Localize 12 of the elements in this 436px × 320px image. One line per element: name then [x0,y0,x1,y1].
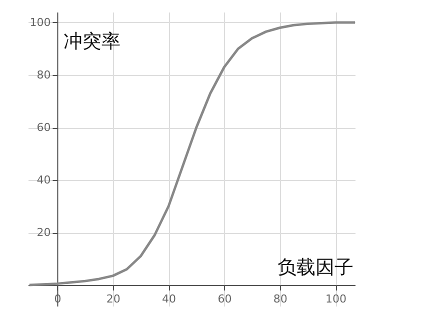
y-tick-label: 40 [36,174,51,186]
x-tick-label: 20 [106,292,120,306]
x-tick-label: 100 [326,292,347,306]
x-tick-label: 40 [162,292,176,306]
y-tick-label: 100 [30,16,51,29]
y-tick-label: 80 [36,68,51,82]
x-tick-label: 60 [218,292,232,306]
y-axis-title: 冲突率 [64,30,121,52]
y-tick-label: 20 [36,226,51,239]
x-axis-title: 负载因子 [278,256,354,278]
x-tick-label: 80 [273,292,288,306]
y-tick-label: 60 [36,121,51,134]
